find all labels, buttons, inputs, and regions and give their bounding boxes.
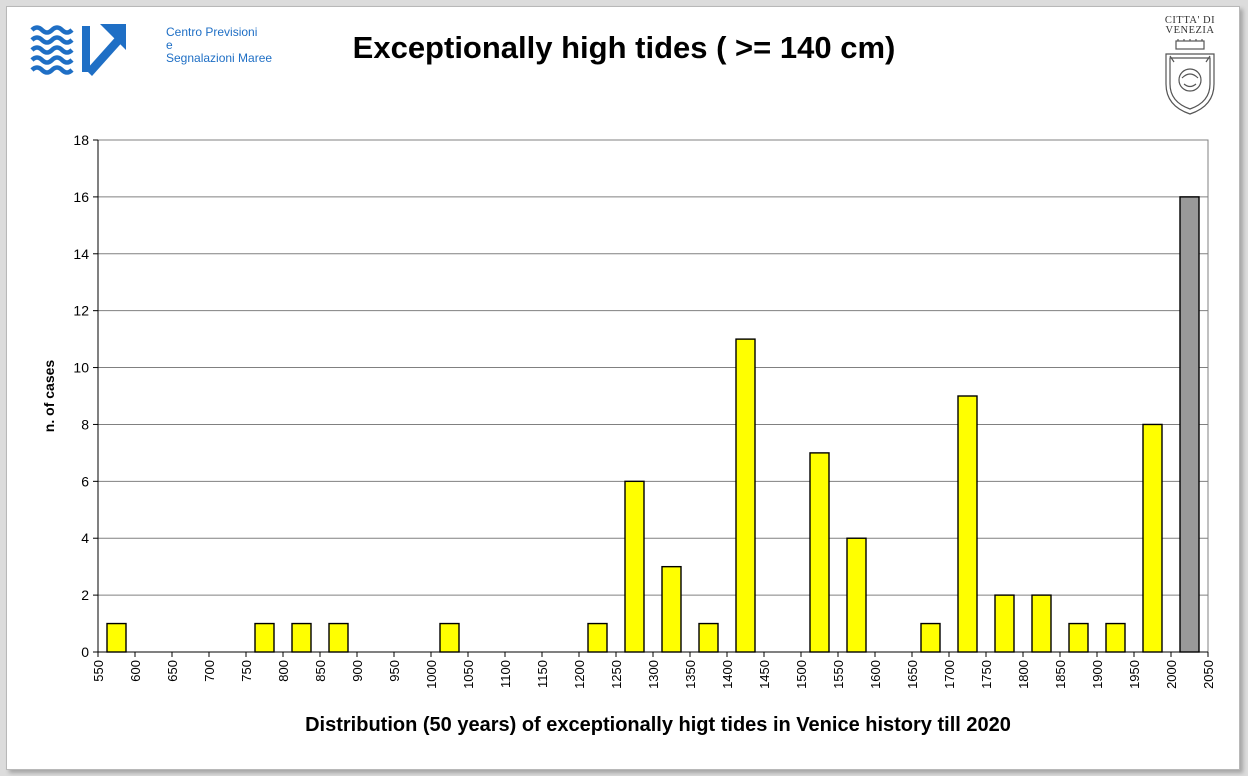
bar	[698, 622, 719, 653]
city-name-line-1: CITTA' DI	[1164, 15, 1216, 26]
bar	[439, 622, 460, 653]
x-tick-label: 2050	[1201, 660, 1216, 689]
x-tick-label: 1700	[942, 660, 957, 689]
x-tick-label: 1450	[757, 660, 772, 689]
bar	[994, 594, 1015, 653]
org-name: Centro Previsioni e Segnalazioni Maree	[166, 26, 272, 65]
bar	[328, 622, 349, 653]
x-tick-label: 1900	[1090, 660, 1105, 689]
y-tick-label: 14	[73, 246, 89, 262]
x-tick-label: 600	[128, 660, 143, 682]
bar	[624, 480, 645, 653]
x-axis-label: Distribution (50 years) of exceptionally…	[305, 714, 1011, 736]
y-tick-label: 10	[73, 360, 89, 376]
city-logo: CITTA' DI VENEZIA	[1155, 15, 1225, 118]
org-name-line-2: e	[166, 38, 173, 52]
x-tick-label: 1300	[646, 660, 661, 689]
x-tick-label: 1650	[905, 660, 920, 689]
wave-arrow-logo-icon	[30, 24, 126, 76]
x-tick-label: 1750	[979, 660, 994, 689]
x-tick-label: 800	[276, 660, 291, 682]
x-tick-label: 1600	[868, 660, 883, 689]
x-tick-label: 1500	[794, 660, 809, 689]
chart-title: Exceptionally high tides ( >= 140 cm)	[352, 30, 896, 65]
x-tick-label: 950	[387, 660, 402, 682]
bar	[957, 395, 978, 653]
bar	[809, 452, 830, 653]
x-tick-label: 1050	[461, 660, 476, 689]
bars	[106, 196, 1200, 653]
bar	[254, 622, 275, 653]
bar	[735, 338, 756, 653]
city-name-line-2: VENEZIA	[1165, 25, 1215, 36]
x-tick-label: 1400	[720, 660, 735, 689]
y-tick-label: 16	[73, 189, 89, 205]
bar	[1031, 594, 1052, 653]
x-tick-label: 1550	[831, 660, 846, 689]
venice-coat-of-arms-icon	[1165, 39, 1215, 115]
plot-area	[97, 139, 1209, 653]
x-tick-label: 1150	[535, 660, 550, 688]
y-tick-label: 12	[73, 303, 89, 319]
gridlines	[98, 196, 1208, 596]
x-tick-label: 550	[91, 660, 106, 682]
x-tick-label: 750	[239, 660, 254, 682]
y-tick-label: 2	[81, 587, 89, 603]
axes: 0 2 4 6 8 10 12 14 16 18 550 600 650 700 750 800 850 900 9…	[73, 132, 1216, 689]
cpsm-logo: Centro Previsioni e Segnalazioni Maree	[26, 22, 272, 82]
bar	[1068, 622, 1089, 653]
bar	[587, 622, 608, 653]
x-tick-label: 650	[165, 660, 180, 682]
y-tick-label: 8	[81, 416, 89, 432]
y-tick-label: 6	[81, 473, 89, 489]
bar	[661, 565, 682, 653]
bar	[920, 622, 941, 653]
y-tick-label: 0	[81, 644, 89, 660]
x-tick-label: 850	[313, 660, 328, 682]
x-tick-label: 1000	[424, 660, 439, 689]
org-name-line-3: Segnalazioni Maree	[166, 51, 273, 65]
bar	[1142, 423, 1163, 653]
x-tick-label: 1250	[609, 660, 624, 689]
bar	[106, 622, 127, 653]
x-tick-label: 1850	[1053, 660, 1068, 689]
bar	[291, 622, 312, 653]
x-tick-label: 1200	[572, 660, 587, 689]
y-axis-label: n. of cases	[41, 360, 57, 433]
x-tick-label: 700	[202, 660, 217, 682]
bar	[1179, 196, 1200, 653]
x-tick-label: 1800	[1016, 660, 1031, 689]
x-tick-label: 1100	[498, 660, 513, 688]
y-tick-label: 18	[73, 132, 89, 148]
x-tick-label: 900	[350, 660, 365, 682]
x-tick-label: 1350	[683, 660, 698, 689]
org-name-line-1: Centro Previsioni	[166, 25, 258, 39]
bar	[1105, 622, 1126, 653]
y-tick-label: 4	[81, 530, 89, 546]
x-tick-label: 2000	[1164, 660, 1179, 689]
bar	[846, 537, 867, 653]
x-tick-label: 1950	[1127, 660, 1142, 689]
